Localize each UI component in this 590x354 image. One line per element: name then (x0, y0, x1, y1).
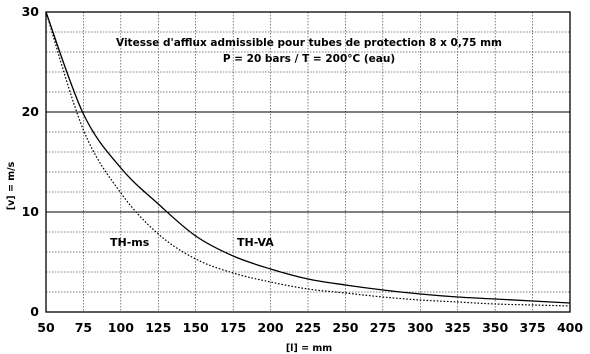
data-point-th-ms (420, 299, 421, 300)
x-tick-label: 200 (258, 320, 284, 335)
x-tick-label: 400 (557, 320, 583, 335)
x-tick-label: 125 (145, 320, 171, 335)
data-point-th-va (233, 255, 234, 256)
y-tick-label: 20 (22, 104, 40, 119)
data-point-th-ms (195, 258, 196, 259)
data-point-th-va (532, 300, 533, 301)
x-tick-label: 100 (108, 320, 134, 335)
data-point-th-va (270, 268, 271, 269)
x-tick-labels: 50 75 100 125 150 175 200 225 250 275 300 325 350 375… (37, 320, 583, 335)
data-point-th-ms (345, 292, 346, 293)
chart-subtitle: P = 20 bars / T = 200°C (eau) (223, 53, 395, 65)
series-line-th-va (45, 11, 571, 304)
series-label-th-ms: TH-ms (110, 236, 150, 249)
grid (45, 12, 571, 312)
data-point-th-va (457, 296, 458, 297)
series-lines (45, 11, 571, 307)
x-tick-label: 375 (520, 320, 546, 335)
data-point-th-va (382, 289, 383, 290)
data-point-th-ms (233, 272, 234, 273)
data-point-th-va (120, 167, 121, 168)
y-tick-label: 0 (30, 304, 39, 319)
data-point-th-ms (382, 296, 383, 297)
plot-frame (45, 11, 571, 313)
y-tick-label: 30 (22, 4, 40, 19)
x-tick-label: 300 (407, 320, 433, 335)
data-point-th-ms (83, 129, 84, 130)
data-point-th-ms (120, 192, 121, 193)
data-point-th-va (345, 284, 346, 285)
x-axis-label: [l] = mm (286, 343, 332, 354)
y-tick-labels: 0 10 20 30 (22, 4, 40, 319)
data-point-th-va (307, 278, 308, 279)
data-point-th-va (420, 293, 421, 294)
data-point-th-ms (270, 281, 271, 282)
x-tick-label: 175 (220, 320, 246, 335)
x-tick-label: 50 (37, 320, 55, 335)
x-tick-label: 250 (332, 320, 358, 335)
data-point-th-va (83, 113, 84, 114)
x-tick-label: 275 (370, 320, 396, 335)
x-tick-label: 150 (183, 320, 209, 335)
x-tick-label: 75 (75, 320, 92, 335)
data-point-th-ms (158, 233, 159, 234)
x-tick-label: 325 (445, 320, 471, 335)
data-point-th-ms (307, 288, 308, 289)
x-tick-label: 225 (295, 320, 321, 335)
series-label-th-va: TH-VA (237, 236, 274, 249)
x-tick-label: 350 (482, 320, 508, 335)
chart-title: Vitesse d'afflux admissible pour tubes d… (116, 37, 502, 49)
y-axis-label: [v] = m/s (6, 161, 17, 210)
data-point-th-va (158, 203, 159, 204)
data-point-th-ms (457, 301, 458, 302)
series-line-th-ms (45, 11, 571, 307)
data-point-th-va (195, 235, 196, 236)
data-point-th-va (495, 298, 496, 299)
data-point-th-ms (532, 304, 533, 305)
y-tick-label: 10 (22, 204, 40, 219)
data-point-th-ms (495, 303, 496, 304)
